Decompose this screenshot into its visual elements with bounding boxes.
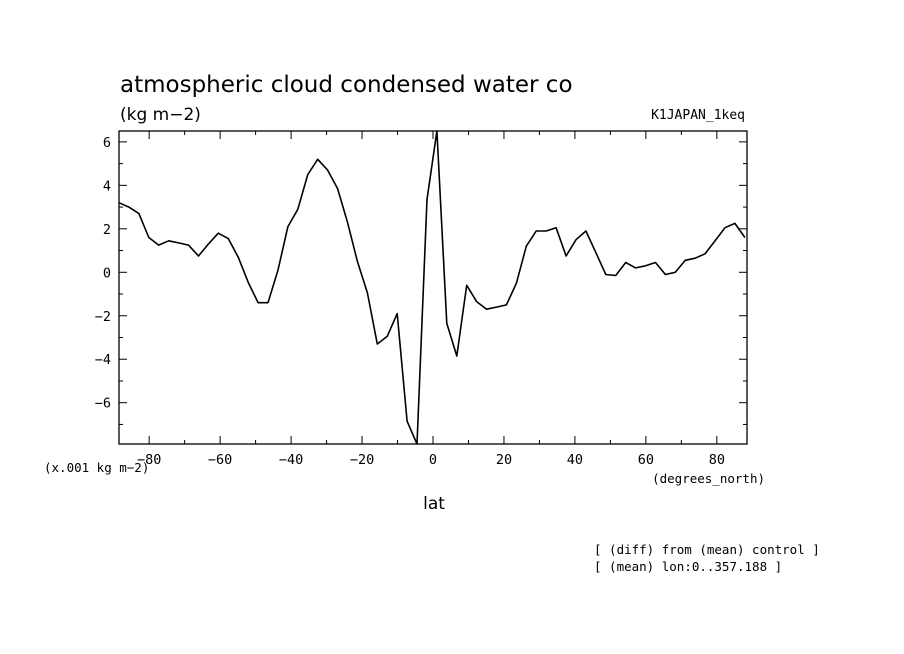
y-tick-label: 4 <box>103 178 111 194</box>
y-tick-label: 0 <box>103 265 111 281</box>
run-label: K1JAPAN_1keq <box>651 108 745 123</box>
y-tick-marks <box>119 141 747 425</box>
y-scale-label: (x.001 kg m−2) <box>44 460 149 475</box>
x-tick-label: −80 <box>137 452 161 468</box>
x-tick-label: −60 <box>208 452 232 468</box>
y-tick-label: 6 <box>103 135 111 151</box>
x-tick-label: 60 <box>638 452 654 468</box>
x-unit-label: (degrees_north) <box>652 471 765 486</box>
x-tick-label: 80 <box>709 452 725 468</box>
x-tick-labels: −80 −60 −40 −20 0 20 40 60 80 <box>137 452 725 468</box>
y-tick-label: −2 <box>95 309 111 325</box>
y-tick-label: −4 <box>95 352 111 368</box>
x-axis-label: lat <box>423 494 445 514</box>
y-tick-label: −6 <box>95 396 111 412</box>
x-tick-label: −40 <box>279 452 303 468</box>
x-tick-label: 0 <box>429 452 437 468</box>
series-line <box>118 130 746 445</box>
chart-title: atmospheric cloud condensed water co <box>120 72 573 98</box>
y-tick-label: 2 <box>103 222 111 238</box>
x-tick-label: 20 <box>496 452 512 468</box>
footnote-mean: [ (mean) lon:0..357.188 ] <box>594 559 782 574</box>
y-tick-labels: −6 −4 −2 0 2 4 6 <box>95 135 111 412</box>
x-tick-marks <box>148 131 718 444</box>
x-tick-label: −20 <box>350 452 374 468</box>
footnote-diff: [ (diff) from (mean) control ] <box>594 542 820 557</box>
x-tick-label: 40 <box>567 452 583 468</box>
units-label: (kg m−2) <box>120 105 201 125</box>
plot-frame <box>118 130 748 445</box>
